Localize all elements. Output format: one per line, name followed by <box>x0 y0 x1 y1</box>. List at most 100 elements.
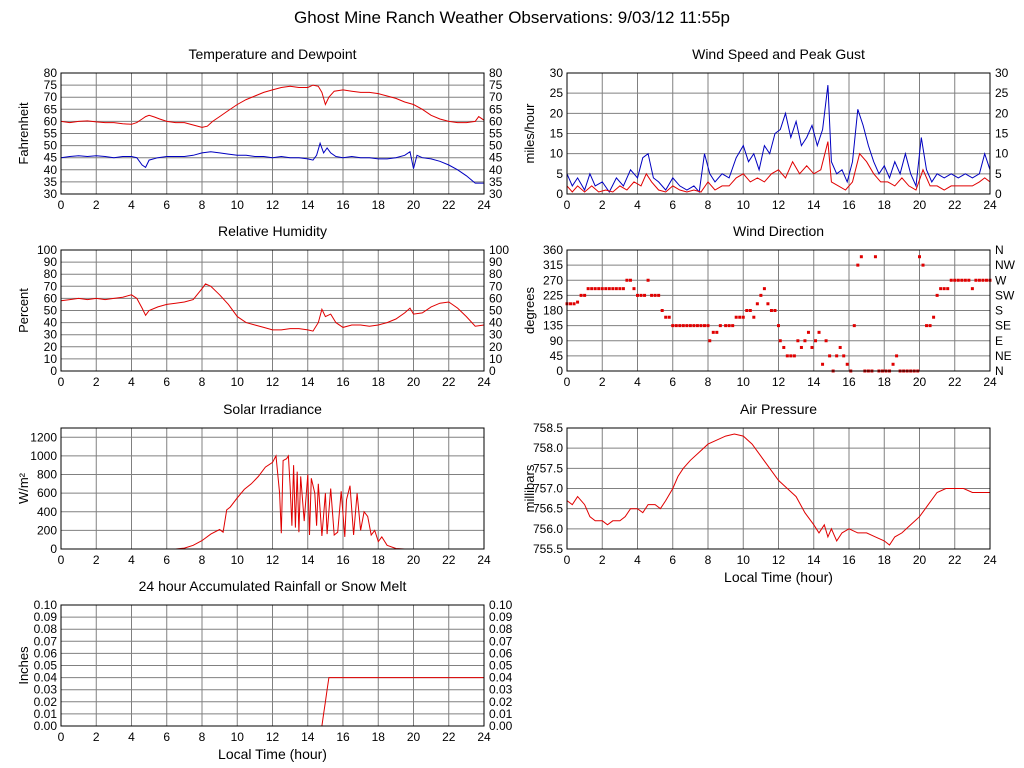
x-tick-label: 16 <box>842 553 856 567</box>
data-point <box>935 293 939 297</box>
right-y-tick-label: N <box>995 243 1004 257</box>
y-tick-label: 70 <box>44 279 58 293</box>
chart-title: Air Pressure <box>740 401 817 417</box>
y-tick-label: 225 <box>543 288 563 302</box>
x-tick-label: 16 <box>336 198 350 212</box>
y-tick-label: 90 <box>44 255 58 269</box>
plot-frame <box>60 604 485 727</box>
data-point <box>806 330 810 334</box>
y-tick-label: 0.00 <box>34 719 58 733</box>
data-point <box>688 324 692 328</box>
y-tick-label: 10 <box>44 352 58 366</box>
right-y-tick-label: 70 <box>489 90 503 104</box>
right-y-tick-label: 35 <box>489 175 503 189</box>
series-line-0 <box>60 84 485 128</box>
plot-frame <box>60 249 485 372</box>
y-tick-label: 0.03 <box>34 683 58 697</box>
right-y-tick-label: 0.06 <box>489 646 513 660</box>
data-point <box>789 354 793 358</box>
x-tick-label: 24 <box>477 730 491 744</box>
y-tick-label: 30 <box>44 187 58 201</box>
data-point <box>752 315 756 319</box>
data-point <box>817 330 821 334</box>
right-y-tick-label: 90 <box>489 255 503 269</box>
x-tick-label: 4 <box>128 553 135 567</box>
right-y-tick-label: 40 <box>489 163 503 177</box>
right-y-tick-label: 45 <box>489 151 503 165</box>
x-tick-label: 18 <box>372 553 386 567</box>
x-tick-label: 4 <box>634 375 641 389</box>
data-point <box>738 315 742 319</box>
right-y-tick-label: NW <box>995 258 1016 272</box>
data-point <box>706 324 710 328</box>
page-title: Ghost Mine Ranch Weather Observations: 9… <box>294 8 730 27</box>
data-point <box>667 315 671 319</box>
y-tick-label: 0.04 <box>34 671 58 685</box>
y-tick-label: 755.5 <box>533 542 563 556</box>
x-tick-label: 20 <box>913 375 927 389</box>
data-point <box>685 324 689 328</box>
right-y-tick-label: 0.01 <box>489 707 513 721</box>
right-y-tick-label: 60 <box>489 114 503 128</box>
data-point <box>821 362 825 366</box>
data-point <box>953 278 957 282</box>
y-tick-label: 0.02 <box>34 695 58 709</box>
x-tick-label: 20 <box>407 198 421 212</box>
x-tick-label: 10 <box>737 553 751 567</box>
x-tick-label: 22 <box>948 375 962 389</box>
x-tick-label: 18 <box>372 375 386 389</box>
series-line-1 <box>60 141 484 184</box>
data-point <box>618 287 622 291</box>
data-point <box>699 324 703 328</box>
y-axis-label: millibars <box>522 464 537 512</box>
data-point <box>778 339 782 343</box>
data-point <box>803 339 807 343</box>
right-y-tick-label: E <box>995 334 1003 348</box>
plot-frame <box>566 427 991 550</box>
data-point <box>956 278 960 282</box>
x-tick-label: 16 <box>336 375 350 389</box>
y-tick-label: 270 <box>543 273 563 287</box>
x-tick-label: 8 <box>199 198 206 212</box>
data-point <box>597 287 601 291</box>
x-tick-label: 0 <box>564 553 571 567</box>
data-point <box>576 300 580 304</box>
right-y-tick-label: 10 <box>489 352 503 366</box>
right-y-tick-label: 100 <box>489 243 509 257</box>
x-tick-label: 6 <box>163 730 170 744</box>
data-point <box>621 287 625 291</box>
y-axis-label: Fahrenheit <box>16 102 31 165</box>
x-tick-label: 0 <box>564 375 571 389</box>
x-tick-label: 22 <box>948 198 962 212</box>
right-y-tick-label: 70 <box>489 279 503 293</box>
data-point <box>785 354 789 358</box>
x-tick-label: 6 <box>163 198 170 212</box>
y-tick-label: 0.08 <box>34 622 58 636</box>
y-tick-label: 757.5 <box>533 461 563 475</box>
right-y-tick-label: 15 <box>995 127 1009 141</box>
x-tick-label: 4 <box>128 198 135 212</box>
data-point <box>745 309 749 312</box>
x-tick-label: 0 <box>564 198 571 212</box>
y-axis-label: Inches <box>16 646 31 685</box>
y-tick-label: 400 <box>37 505 57 519</box>
y-tick-label: 10 <box>550 147 564 161</box>
x-tick-label: 8 <box>705 375 712 389</box>
x-tick-label: 22 <box>442 553 456 567</box>
y-tick-label: 40 <box>44 163 58 177</box>
x-tick-label: 2 <box>93 198 100 212</box>
x-tick-label: 18 <box>372 198 386 212</box>
chart-title: Relative Humidity <box>218 223 327 239</box>
data-point <box>600 287 604 291</box>
data-point <box>695 324 699 328</box>
y-tick-label: 800 <box>37 468 57 482</box>
y-tick-label: 55 <box>44 127 58 141</box>
x-tick-label: 0 <box>58 375 65 389</box>
x-tick-label: 14 <box>807 375 821 389</box>
right-y-tick-label: 55 <box>489 127 503 141</box>
data-point <box>970 287 974 291</box>
data-point <box>838 345 842 349</box>
data-point <box>604 287 608 291</box>
